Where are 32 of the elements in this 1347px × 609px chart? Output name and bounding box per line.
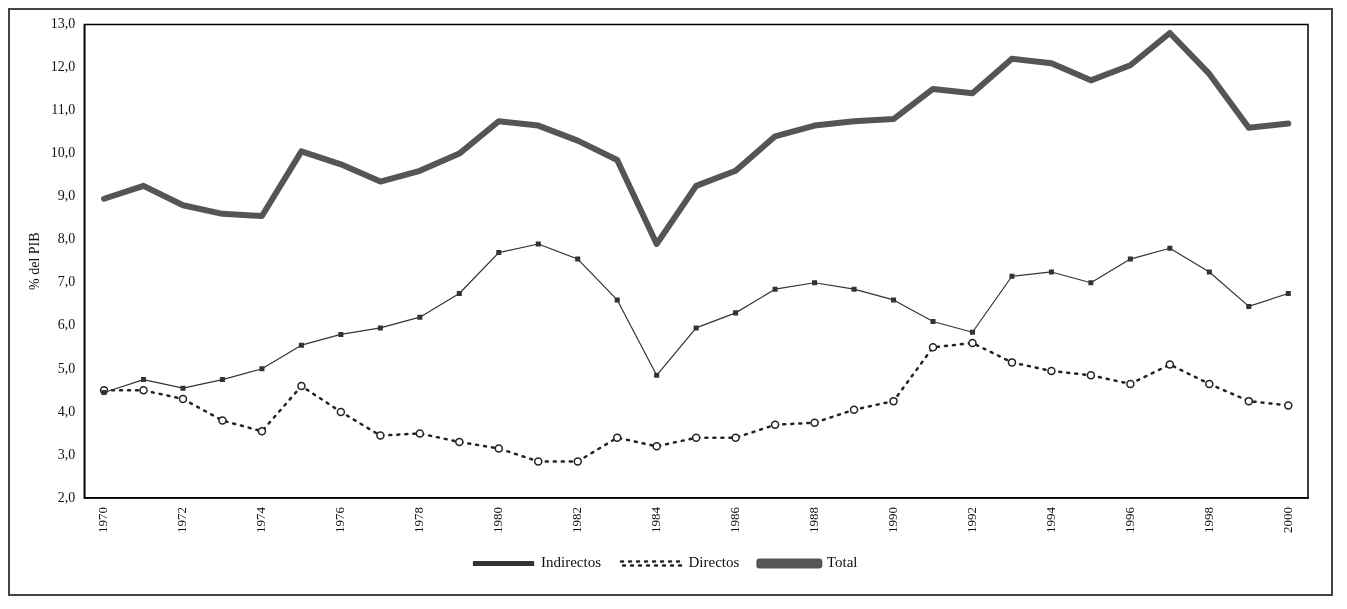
y-tick-label: 4,0 xyxy=(57,403,76,419)
y-tick-label: 10,0 xyxy=(50,145,76,161)
x-tick-label: 2000 xyxy=(1279,507,1295,533)
y-tick-label: 3,0 xyxy=(57,446,76,462)
y-tick-label: 5,0 xyxy=(57,360,76,376)
x-tick-label: 1984 xyxy=(648,506,664,533)
y-tick-label: 11,0 xyxy=(51,102,76,118)
x-tick-label: 1982 xyxy=(569,507,585,533)
y-tick-label: 2,0 xyxy=(57,489,76,505)
y-axis-title: % del PIB xyxy=(27,232,43,290)
x-tick-label: 1994 xyxy=(1042,506,1058,533)
legend-label: Directos xyxy=(688,554,740,571)
x-tick-label: 1996 xyxy=(1121,506,1137,533)
x-tick-label: 1988 xyxy=(805,507,821,533)
x-tick-label: 1978 xyxy=(411,507,427,533)
y-tick-label: 13,0 xyxy=(50,16,76,32)
x-tick-label: 1976 xyxy=(332,506,348,533)
y-tick-label: 9,0 xyxy=(57,188,76,204)
x-tick-label: 1972 xyxy=(174,507,190,533)
y-tick-label: 6,0 xyxy=(57,317,76,333)
x-tick-label: 1980 xyxy=(490,507,506,533)
legend-label: Indirectos xyxy=(541,554,602,571)
y-tick-label: 12,0 xyxy=(50,59,76,75)
y-tick-label: 8,0 xyxy=(57,231,76,247)
x-tick-label: 1986 xyxy=(727,506,743,533)
x-tick-label: 1970 xyxy=(95,507,111,533)
x-tick-label: 1974 xyxy=(253,506,269,533)
x-tick-label: 1998 xyxy=(1200,507,1216,533)
x-tick-label: 1992 xyxy=(963,507,979,533)
y-tick-label: 7,0 xyxy=(57,274,76,290)
x-tick-label: 1990 xyxy=(884,507,900,533)
legend-label: Total xyxy=(826,554,858,571)
